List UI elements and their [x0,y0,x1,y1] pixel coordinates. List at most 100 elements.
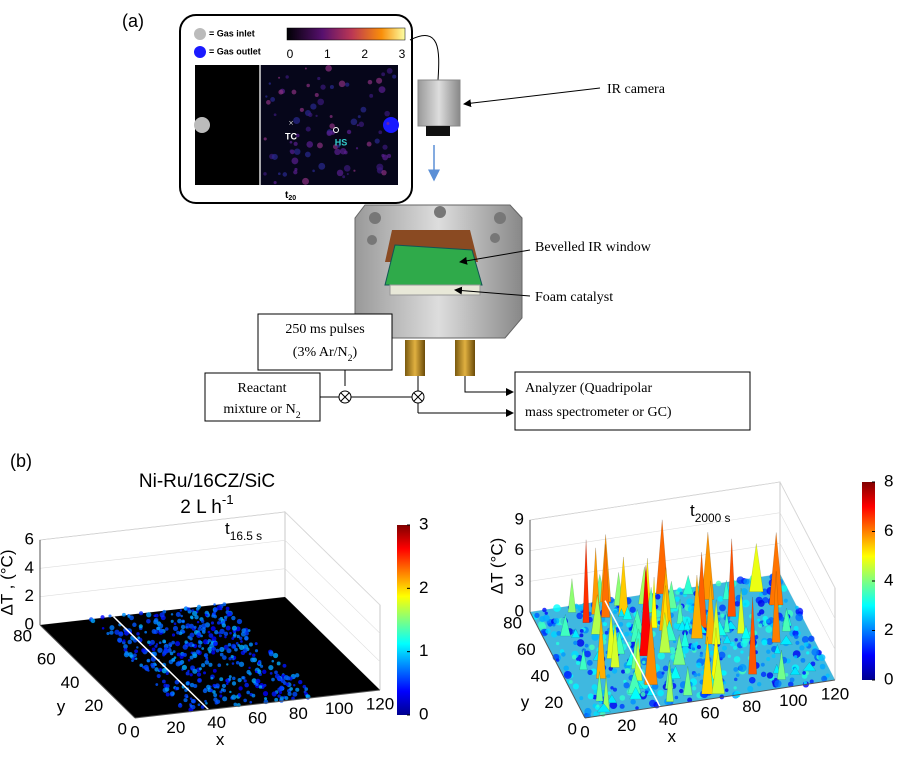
surface-patch [673,640,677,644]
surface-patch [268,651,274,657]
speckle [326,130,333,137]
surface-patch [609,701,618,709]
outlet-point [383,117,399,133]
speckle [268,82,272,85]
surface-patch [547,622,553,627]
surface-patch [185,623,191,629]
colorbar-tick-label: 1 [324,47,331,61]
surface-patch [154,644,158,648]
surface-peak [650,577,658,629]
surface-patch [292,691,298,697]
surface-patch [200,705,205,709]
surface-patch [250,657,256,663]
surface-patch [274,697,279,702]
surface-patch [576,639,585,647]
surface-peak [722,580,731,600]
surface-peak [722,634,732,644]
surface-patch [756,681,762,687]
surface-patch [553,604,561,612]
pulses-text: (3% Ar/N2) [293,345,358,364]
surface-peak [701,636,714,695]
surface-patch [793,655,798,659]
surface-patch [619,695,626,701]
surface-patch [579,628,584,633]
surface-patch [187,635,191,639]
surface-patch [189,655,194,660]
surface-patch [201,627,206,633]
surface-patch [203,671,207,675]
surface-patch [198,624,202,628]
surface-patch [127,639,132,645]
surface-patch [793,625,799,631]
surface-patch [257,661,261,665]
surface-patch [681,646,689,654]
x-tick-label: 20 [617,716,636,735]
surface-peak [748,596,757,675]
surface-patch [234,647,238,652]
pulses-text: 250 ms pulses [285,322,364,337]
grid-line [39,511,381,606]
surface-peak [582,539,590,623]
y-tick-label: 80 [13,626,32,645]
surface-patch [238,636,243,640]
surface-peak [669,665,681,679]
surface-patch [679,591,683,595]
z-tick-label: 6 [515,540,524,559]
x-axis-label: x [668,727,677,746]
surface-patch [602,622,608,627]
speckle [353,169,356,172]
surface-patch [192,653,198,659]
surface-patch [233,633,237,637]
speckle [273,113,277,117]
surface-patch [225,682,229,686]
surface-patch [229,631,232,635]
surface-patch [197,678,202,683]
text-part: 2 [296,410,301,421]
x-tick-label: 40 [207,713,226,732]
speckle [345,82,350,87]
speckle [293,170,298,175]
surface-peak [610,622,620,668]
speckle [392,74,397,79]
surface-patch [724,688,729,692]
y-axis-label: y [57,697,66,716]
surface-peak [741,625,751,639]
z-tick-label: 9 [515,509,524,528]
x-tick-label: 120 [366,694,394,713]
x-tick-label: 40 [659,710,678,729]
surface-patch [175,611,181,618]
surface-patch [174,679,180,685]
y-axis-label: y [521,692,530,711]
surface-patch [128,652,133,657]
subtitle: 2 L h-1 [180,492,233,518]
surface-patch [733,686,737,690]
surface-patch [262,669,267,674]
y-axis [529,611,586,719]
text-part: Reactant [238,381,287,396]
surface-patch [687,605,696,613]
surface-patch [262,690,269,697]
surface-patch [175,686,180,691]
speckle [332,144,339,150]
pulses-box [257,313,393,371]
surface-patch [758,592,763,597]
surface-patch [722,681,727,685]
y-axis [39,624,136,719]
surface-patch [695,662,702,668]
surface-patch [771,654,776,659]
speckle [384,110,390,117]
surface-patch [638,679,644,685]
surface-patch [204,654,207,657]
surface-peak [727,538,736,617]
fitting [405,340,425,376]
surface-patch [185,671,190,676]
x-tick-label: 0 [130,722,139,741]
text-part: 16.5 s [230,529,262,543]
surface-patch [687,697,693,703]
surface-patch [295,673,300,678]
surface-patch [216,605,222,611]
surface-patch [200,619,205,623]
surface-patch [232,676,236,681]
speckle [304,151,311,158]
surface-patch [190,699,196,704]
